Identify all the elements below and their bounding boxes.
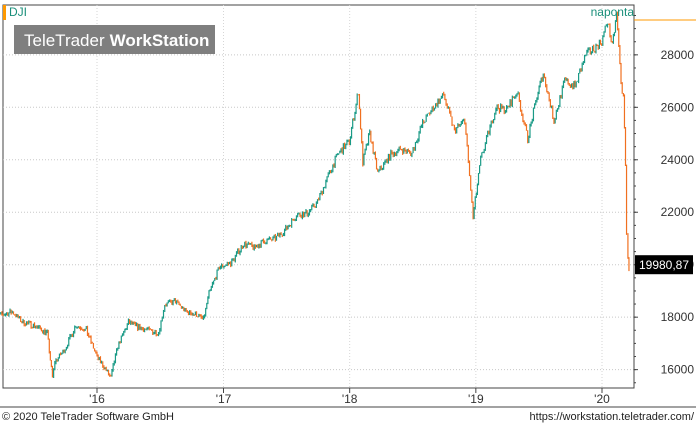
y-tick-label: 28000 <box>661 48 695 62</box>
watermark-product: WorkStation <box>110 31 210 50</box>
y-axis: 16000180002000022000240002600028000 <box>634 14 695 384</box>
last-price-badge: 19980,87 <box>635 255 693 275</box>
y-tick-label: 18000 <box>661 310 695 324</box>
y-tick-label: 22000 <box>661 205 695 219</box>
x-tick-label: '20 <box>594 392 610 406</box>
x-tick-label: '17 <box>216 392 232 406</box>
plot-area <box>2 4 635 389</box>
watermark-box <box>14 25 215 54</box>
price-series <box>0 11 630 379</box>
y-tick-label: 16000 <box>661 363 695 377</box>
watermark: TeleTrader WorkStation <box>24 31 209 50</box>
last-price-label: 19980,87 <box>639 258 689 272</box>
x-tick-label: '16 <box>89 392 105 406</box>
symbol-label: DJI <box>9 5 27 19</box>
period-label: naponta <box>591 5 635 19</box>
x-tick-label: '19 <box>468 392 484 406</box>
watermark-brand: TeleTrader <box>24 31 105 50</box>
source-url[interactable]: https://workstation.teletrader.com/ <box>530 411 695 423</box>
x-tick-label: '18 <box>342 392 358 406</box>
y-tick-label: 26000 <box>661 100 695 114</box>
grid <box>3 5 634 388</box>
symbol-marker <box>3 5 6 20</box>
y-tick-label: 24000 <box>661 153 695 167</box>
x-axis: '16 '17 '18 '19 '20 <box>89 388 610 406</box>
copyright: © 2020 TeleTrader Software GmbH <box>2 411 174 423</box>
